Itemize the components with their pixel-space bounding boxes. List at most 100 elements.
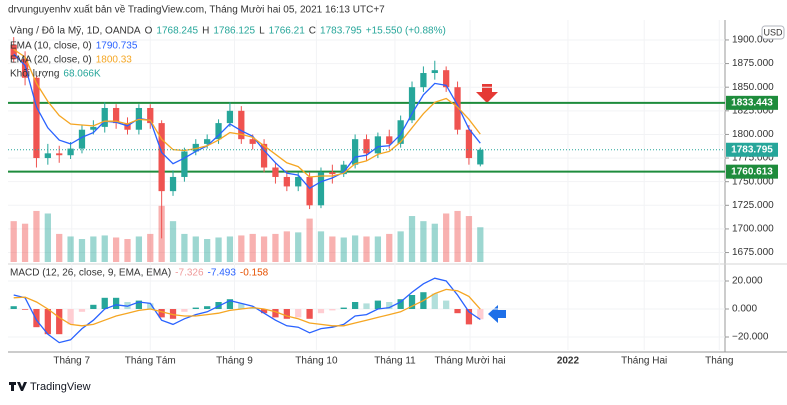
y-tick-label: 1750.000 — [732, 176, 774, 187]
candle-body — [329, 172, 336, 175]
y-tick-label: 1725.000 — [732, 200, 774, 211]
y-tick-label: 1800.000 — [732, 129, 774, 140]
candle-body — [21, 58, 29, 78]
candle-body — [397, 120, 404, 144]
y-tick-label: −20.000 — [732, 332, 769, 343]
volume-bar — [374, 236, 382, 262]
logo-icon — [9, 382, 27, 391]
candle-body — [226, 110, 234, 124]
volume-bar — [420, 221, 427, 262]
volume-bar — [363, 236, 370, 262]
volume-bar — [135, 236, 143, 262]
volume-bar — [443, 213, 450, 262]
macd-histogram-bar — [283, 309, 290, 319]
change-label: +15.550 (+0.88%) — [366, 26, 446, 37]
macd-histogram-bar — [204, 306, 211, 309]
y-tick-label: 1900.000 — [732, 35, 774, 46]
x-tick-label: Tháng 10 — [295, 356, 338, 367]
candle-body — [465, 129, 473, 159]
currency-badge: USD — [761, 25, 785, 40]
y-tick-label: 1775.000 — [732, 153, 774, 164]
macd-histogram-bar — [10, 306, 17, 309]
macd-histogram-bar — [306, 309, 313, 319]
macd-histogram-bar — [295, 309, 302, 318]
volume-bar — [295, 232, 302, 262]
volume-bar — [10, 221, 17, 262]
volume-bar — [44, 213, 51, 262]
ohlc-key: L — [259, 26, 265, 37]
candle-body — [295, 176, 302, 187]
volume-bar — [283, 231, 290, 262]
x-tick-label: Tháng Mười hai — [435, 356, 506, 367]
candle-body — [306, 176, 313, 206]
candle-body — [374, 136, 382, 154]
macd-histogram-bar — [124, 302, 131, 309]
ohlc-key: C — [309, 26, 316, 37]
x-tick-label: Tháng 11 — [374, 356, 416, 367]
candle-body — [78, 129, 86, 149]
macd-histogram-bar — [192, 307, 199, 309]
ema-line — [13, 48, 481, 178]
macd-histogram-bar — [158, 309, 165, 318]
ohlc-key: H — [202, 26, 209, 37]
volume-bar — [215, 237, 222, 262]
y-tick-label: 1700.000 — [732, 224, 774, 235]
candle-body — [44, 153, 51, 159]
y-tick-label: 1875.000 — [732, 58, 774, 69]
macd-histogram-bar — [44, 309, 51, 335]
volume-bar — [340, 237, 347, 262]
volume-bar — [78, 239, 86, 262]
currency-label: USD — [763, 27, 783, 37]
macd-line — [13, 277, 481, 344]
candle-body — [454, 87, 461, 130]
ema-legend-value: 1790.735 — [96, 41, 138, 52]
currency-box — [761, 25, 785, 40]
volume-bar — [238, 235, 245, 262]
macd-histogram-bar — [67, 309, 74, 325]
candle-body — [67, 148, 74, 156]
candle-body — [443, 70, 450, 88]
y-tick-label: 1675.000 — [732, 247, 774, 258]
volume-bar — [181, 233, 188, 262]
macd-legend-value: -7.493 — [208, 268, 237, 279]
ema-line — [13, 53, 481, 190]
macd-histogram-bar — [272, 309, 279, 318]
macd-histogram-bar — [56, 309, 63, 335]
macd-histogram-bar — [112, 297, 120, 309]
candle-body — [215, 123, 222, 140]
volume-bar — [477, 227, 484, 262]
volume-bar — [272, 233, 279, 262]
volume-bar — [408, 216, 416, 262]
macd-histogram-bar — [169, 309, 177, 319]
macd-histogram-bar — [260, 309, 268, 314]
volume-bar — [101, 235, 108, 262]
macd-histogram-bar — [249, 307, 256, 309]
volume-legend-name: Khối lượng — [10, 68, 59, 80]
level-label: 1760.613 — [731, 166, 773, 177]
macd-histogram-bar — [90, 304, 97, 309]
volume-bar — [260, 236, 268, 262]
candle-body — [420, 73, 427, 88]
volume-bar — [21, 223, 29, 262]
level-label-box — [726, 95, 778, 110]
macd-histogram-bar — [329, 309, 336, 311]
candle-body — [386, 136, 393, 144]
volume-bar — [306, 218, 313, 262]
volume-bar — [317, 231, 325, 262]
macd-histogram-bar — [238, 303, 245, 309]
macd-histogram-bar — [21, 309, 29, 310]
last-price-box — [726, 142, 778, 157]
macd-histogram-bar — [386, 302, 393, 309]
candle-body — [33, 77, 40, 159]
candle-body — [181, 151, 188, 177]
x-tick-label: Tháng — [705, 356, 733, 367]
x-tick-label: 2022 — [557, 356, 580, 367]
candle-body — [317, 172, 325, 206]
x-tick-label: Tháng Hai — [621, 356, 667, 367]
level-label: 1833.443 — [731, 97, 773, 108]
y-tick-label: 0.000 — [732, 304, 757, 315]
candle-body — [283, 176, 290, 187]
volume-bar — [204, 239, 211, 262]
candle-body — [477, 149, 484, 165]
